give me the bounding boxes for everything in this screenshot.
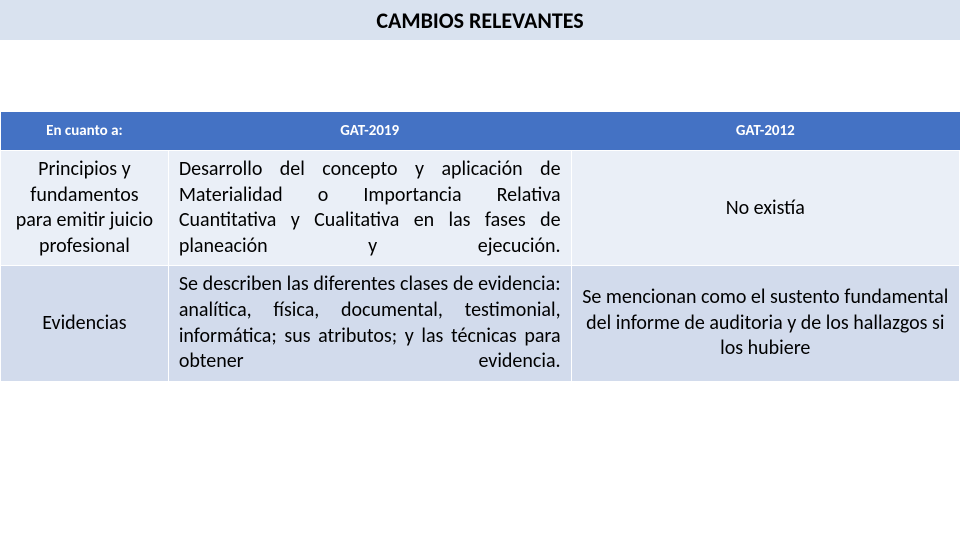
header-gat2019: GAT-2019 <box>168 112 571 151</box>
cell-aspect: Evidencias <box>1 266 169 381</box>
table-header-row: En cuanto a: GAT-2019 GAT-2012 <box>1 112 960 151</box>
cell-gat2012: No existía <box>571 151 959 266</box>
cell-aspect: Principios y fundamentos para emitir jui… <box>1 151 169 266</box>
cell-gat2019: Desarrollo del concepto y aplicación de … <box>168 151 571 266</box>
table-row: Evidencias Se describen las diferentes c… <box>1 266 960 381</box>
comparison-table: En cuanto a: GAT-2019 GAT-2012 Principio… <box>0 112 960 382</box>
title-bar: CAMBIOS RELEVANTES <box>0 0 960 40</box>
header-gat2012: GAT-2012 <box>571 112 959 151</box>
header-aspect: En cuanto a: <box>1 112 169 151</box>
table-row: Principios y fundamentos para emitir jui… <box>1 151 960 266</box>
comparison-table-container: En cuanto a: GAT-2019 GAT-2012 Principio… <box>0 112 960 382</box>
cell-gat2012: Se mencionan como el sustento fundamenta… <box>571 266 959 381</box>
cell-gat2019: Se describen las diferentes clases de ev… <box>168 266 571 381</box>
